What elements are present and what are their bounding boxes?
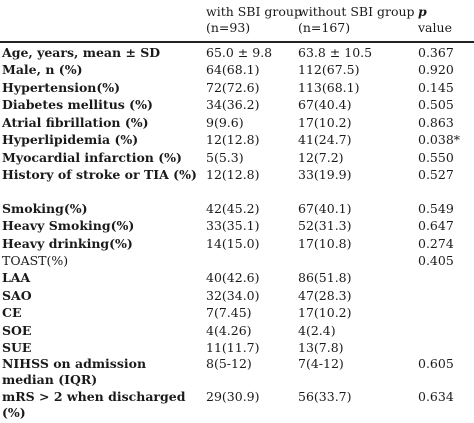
with-sbi-value: 32(34.0) (206, 288, 260, 303)
table-row: Age, years, mean ± SD 65.0 ± 9.8 63.8 ± 10… (0, 45, 474, 62)
row-label: SAO (2, 288, 32, 303)
row-label: LAA (2, 270, 31, 285)
with-sbi-value: 65.0 ± 9.8 (206, 45, 273, 60)
table-row: TOAST(%) 0.405 (0, 253, 474, 270)
p-value: 0.605 (418, 356, 454, 371)
table-header: with SBI group (n=93) without SBI group … (0, 0, 474, 42)
table-row: LAA 40(42.6) 86(51.8) (0, 270, 474, 287)
p-value: 0.863 (418, 115, 454, 130)
p-value: 0.634 (418, 389, 454, 404)
header-with-sbi: with SBI group (206, 4, 302, 19)
table-row: Hypertension(%) 72(72.6) 113(68.1) 0.145 (0, 80, 474, 97)
table-row: Diabetes mellitus (%) 34(36.2) 67(40.4) 0.5… (0, 97, 474, 114)
row-label: Diabetes mellitus (%) (2, 97, 153, 112)
with-sbi-value: 12(12.8) (206, 167, 260, 182)
row-label: SUE (2, 340, 32, 355)
row-label: Heavy drinking(%) (2, 236, 133, 251)
row-label: History of stroke or TIA (%) (2, 167, 197, 182)
row-label: Age, years, mean ± SD (2, 45, 161, 60)
without-sbi-value: 17(10.2) (298, 115, 352, 130)
with-sbi-value: 72(72.6) (206, 80, 260, 95)
without-sbi-value: 33(19.9) (298, 167, 352, 182)
table-row: Hyperlipidemia (%) 12(12.8) 41(24.7) 0.038* (0, 132, 474, 149)
table-row: Myocardial infarction (%) 5(5.3) 12(7.2) 0.… (0, 150, 474, 167)
table-row: NIHSS on admission median (IQR) 8(5-12) 7(… (0, 356, 474, 390)
with-sbi-value: 8(5-12) (206, 356, 252, 371)
table-row: History of stroke or TIA (%) 12(12.8) 33(1… (0, 167, 474, 201)
without-sbi-value: 56(33.7) (298, 389, 352, 404)
without-sbi-value: 113(68.1) (298, 80, 360, 95)
with-sbi-value: 14(15.0) (206, 236, 260, 251)
p-value: 0.647 (418, 218, 454, 233)
row-label: SOE (2, 323, 32, 338)
with-sbi-value: 5(5.3) (206, 150, 244, 165)
with-sbi-value: 7(7.45) (206, 305, 252, 320)
table-row: Atrial fibrillation (%) 9(9.6) 17(10.2) 0.8… (0, 115, 474, 132)
with-sbi-value: 42(45.2) (206, 201, 260, 216)
without-sbi-value: 17(10.8) (298, 236, 352, 251)
with-sbi-value: 34(36.2) (206, 97, 260, 112)
without-sbi-value: 86(51.8) (298, 270, 352, 285)
p-value: 0.920 (418, 62, 454, 77)
row-label: Male, n (%) (2, 62, 83, 77)
table-row: CE 7(7.45) 17(10.2) (0, 305, 474, 322)
p-value: 0.145 (418, 80, 454, 95)
with-sbi-value: 29(30.9) (206, 389, 260, 404)
with-sbi-value: 4(4.26) (206, 323, 252, 338)
table-row: SOE 4(4.26) 4(2.4) (0, 323, 474, 340)
without-sbi-value: 63.8 ± 10.5 (298, 45, 373, 60)
without-sbi-value: 52(31.3) (298, 218, 352, 233)
row-label: CE (2, 305, 22, 320)
row-label: TOAST(%) (2, 253, 69, 268)
header-without-sbi-n: (n=167) (298, 20, 351, 35)
p-value: 0.274 (418, 236, 454, 251)
without-sbi-value: 67(40.1) (298, 201, 352, 216)
without-sbi-value: 7(4-12) (298, 356, 344, 371)
with-sbi-value: 64(68.1) (206, 62, 260, 77)
row-label: NIHSS on admission median (IQR) (2, 356, 147, 387)
without-sbi-value: 17(10.2) (298, 305, 352, 320)
header-without-sbi: without SBI group (298, 4, 415, 19)
row-label: Hyperlipidemia (%) (2, 132, 139, 147)
p-value: 0.038* (418, 132, 461, 147)
without-sbi-value: 4(2.4) (298, 323, 336, 338)
without-sbi-value: 67(40.4) (298, 97, 352, 112)
header-rule (0, 41, 474, 43)
with-sbi-value: 11(11.7) (206, 340, 260, 355)
p-value: 0.549 (418, 201, 454, 216)
row-label: Hypertension(%) (2, 80, 121, 95)
table-row: SAO 32(34.0) 47(28.3) (0, 288, 474, 305)
table-row: Heavy Smoking(%) 33(35.1) 52(31.3) 0.647 (0, 218, 474, 235)
without-sbi-value: 112(67.5) (298, 62, 360, 77)
with-sbi-value: 9(9.6) (206, 115, 244, 130)
without-sbi-value: 47(28.3) (298, 288, 352, 303)
p-value: 0.550 (418, 150, 454, 165)
p-value: 0.527 (418, 167, 454, 182)
with-sbi-value: 12(12.8) (206, 132, 260, 147)
header-p-value: value (418, 20, 452, 35)
table-row: SUE 11(11.7) 13(7.8) (0, 340, 474, 357)
table-row: Male, n (%) 64(68.1) 112(67.5) 0.920 (0, 62, 474, 79)
table-row: mRS > 2 when discharged (%) 29(30.9) 56(33… (0, 389, 474, 423)
with-sbi-value: 40(42.6) (206, 270, 260, 285)
without-sbi-value: 12(7.2) (298, 150, 344, 165)
row-label: Heavy Smoking(%) (2, 218, 135, 233)
p-value: 0.505 (418, 97, 454, 112)
without-sbi-value: 41(24.7) (298, 132, 352, 147)
row-label: Atrial fibrillation (%) (2, 115, 149, 130)
with-sbi-value: 33(35.1) (206, 218, 260, 233)
row-label: mRS > 2 when discharged (%) (2, 389, 186, 420)
header-p: p (418, 4, 427, 19)
p-value: 0.405 (418, 253, 454, 268)
table-row: Smoking(%) 42(45.2) 67(40.1) 0.549 (0, 201, 474, 218)
without-sbi-value: 13(7.8) (298, 340, 344, 355)
p-value: 0.367 (418, 45, 454, 60)
table-row: Heavy drinking(%) 14(15.0) 17(10.8) 0.274 (0, 236, 474, 253)
header-with-sbi-n: (n=93) (206, 20, 251, 35)
row-label: Myocardial infarction (%) (2, 150, 182, 165)
row-label: Smoking(%) (2, 201, 88, 216)
